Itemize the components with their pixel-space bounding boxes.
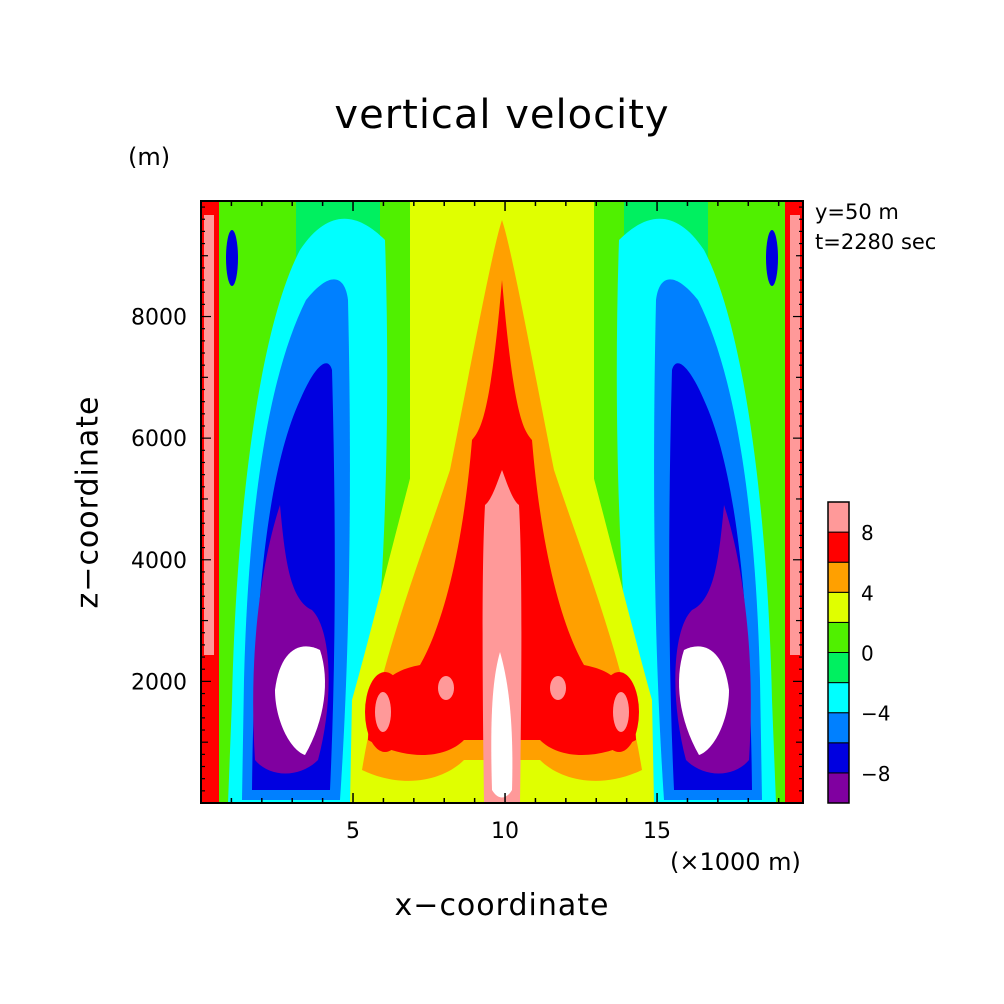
white-core-center: [491, 652, 513, 798]
colorbar-frame: [827, 501, 850, 804]
colorbar-swatch: [827, 531, 850, 563]
x-tick-label: 5: [346, 819, 360, 844]
edge-blue-right: [766, 230, 778, 286]
annotation-time: t=2280 sec: [815, 230, 937, 254]
y-axis-unit: (m): [128, 143, 171, 171]
pink-spot-right: [550, 676, 566, 700]
colorbar-swatch: [827, 712, 850, 744]
pink-cell-right: [613, 692, 629, 732]
pink-spot-left: [438, 676, 454, 700]
edge-strip-right-pink: [790, 215, 800, 655]
annotation-y-position: y=50 m: [815, 200, 899, 224]
colorbar-label: −8: [861, 762, 890, 786]
y-tick-label: 6000: [131, 427, 187, 452]
velocity-field: [201, 201, 803, 803]
colorbar-label: 0: [861, 642, 874, 666]
colorbar-swatch: [827, 652, 850, 684]
x-tick-label: 10: [491, 819, 519, 844]
y-tick-label: 8000: [131, 306, 187, 331]
colorbar-swatch: [827, 682, 850, 714]
colorbar: −8 −4 0 4 8: [827, 501, 890, 804]
white-core-left: [275, 646, 325, 755]
edge-blue-left: [226, 230, 238, 286]
x-tick-label: 15: [643, 819, 671, 844]
pink-cell-left: [375, 692, 391, 732]
colorbar-swatch: [827, 591, 850, 623]
colorbar-swatch: [827, 561, 850, 593]
colorbar-swatch: [827, 742, 850, 774]
chart-title: vertical velocity: [334, 92, 670, 138]
y-ticks: 2000 4000 6000 8000: [131, 206, 803, 792]
colorbar-label: 4: [861, 581, 874, 605]
plot-frame: [200, 200, 804, 804]
colorbar-swatch: [827, 772, 850, 804]
y-tick-label: 4000: [131, 549, 187, 574]
x-axis-label: x−coordinate: [394, 888, 610, 923]
edge-strip-left-pink: [204, 215, 214, 655]
white-core-right: [679, 646, 729, 755]
colorbar-swatch: [827, 501, 850, 533]
colorbar-label: −4: [861, 702, 890, 726]
colorbar-label: 8: [861, 521, 874, 545]
x-ticks: 5 10 15: [230, 201, 780, 844]
x-axis-unit: (×1000 m): [670, 848, 801, 876]
y-tick-label: 2000: [131, 670, 187, 695]
colorbar-swatch: [827, 621, 850, 654]
